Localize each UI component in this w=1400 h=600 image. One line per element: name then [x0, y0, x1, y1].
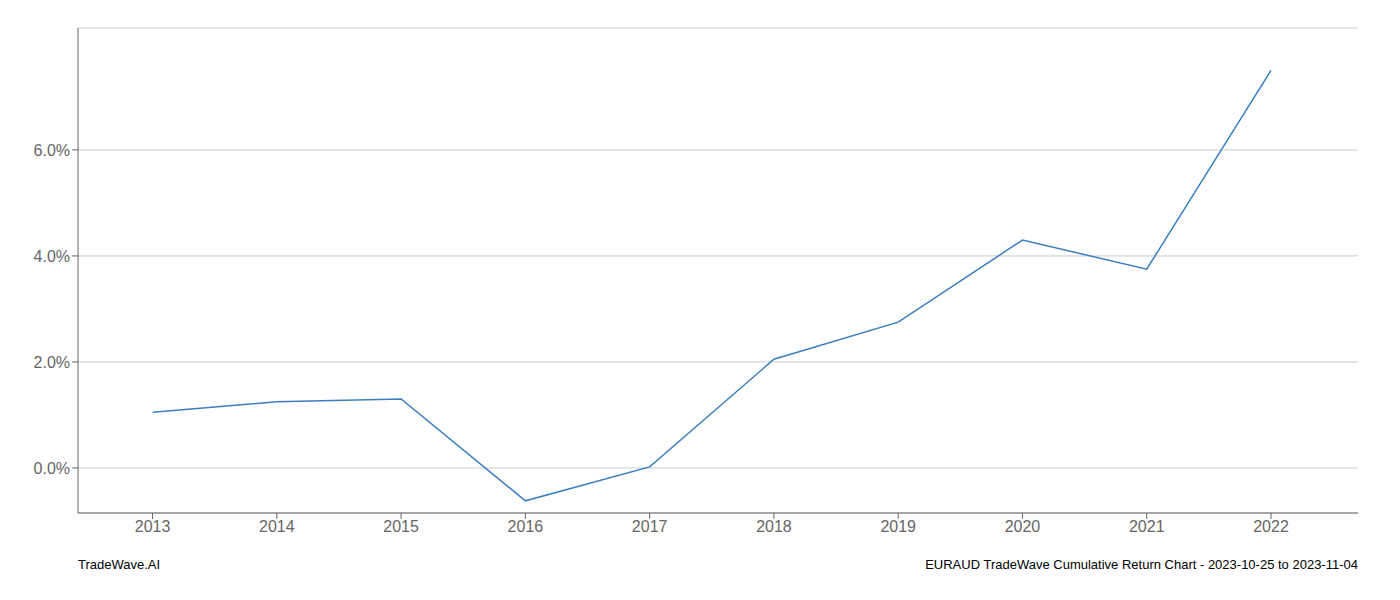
svg-text:2021: 2021: [1129, 518, 1165, 535]
html-text:EURAUD TradeWave Cumulative Re: EURAUD TradeWave Cumulative Return Chart…: [925, 557, 1358, 572]
svg-text:0.0%: 0.0%: [34, 460, 70, 477]
svg-text:2014: 2014: [259, 518, 295, 535]
svg-text:2020: 2020: [1005, 518, 1041, 535]
svg-text:2.0%: 2.0%: [34, 354, 70, 371]
svg-text:4.0%: 4.0%: [34, 248, 70, 265]
svg-text:2017: 2017: [632, 518, 668, 535]
html-text:TradeWave.AI: TradeWave.AI: [78, 557, 161, 572]
svg-text:2013: 2013: [135, 518, 171, 535]
svg-text:2019: 2019: [880, 518, 916, 535]
svg-text:2022: 2022: [1253, 518, 1289, 535]
svg-text:2015: 2015: [383, 518, 419, 535]
svg-text:2018: 2018: [756, 518, 792, 535]
svg-text:6.0%: 6.0%: [34, 142, 70, 159]
svg-text:2016: 2016: [508, 518, 544, 535]
